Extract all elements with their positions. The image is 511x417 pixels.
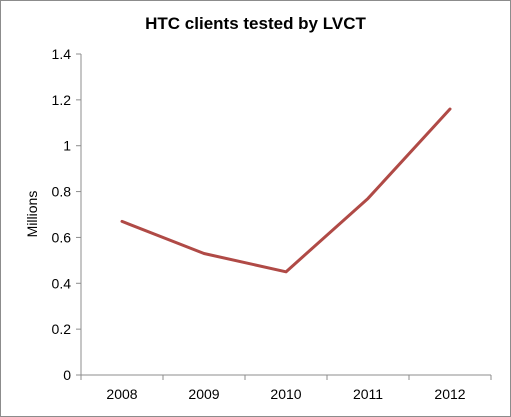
x-tick-label: 2010 <box>270 386 301 402</box>
x-tick-label: 2009 <box>188 386 219 402</box>
y-tick-label: 1.2 <box>52 92 72 108</box>
y-tick-label: 0.8 <box>52 184 72 200</box>
y-tick-label: 0.2 <box>52 321 72 337</box>
x-tick-label: 2008 <box>106 386 137 402</box>
y-tick-label: 1.4 <box>52 46 72 62</box>
series-line <box>120 107 452 274</box>
plot-area: 0 0.2 0.4 0.6 0.8 1 1.2 1.4 2008 2009 2010 2011 201… <box>52 46 492 402</box>
chart-title: HTC clients tested by LVCT <box>145 14 366 33</box>
series-layer <box>120 107 452 274</box>
y-ticks: 0 0.2 0.4 0.6 0.8 1 1.2 1.4 <box>52 46 81 383</box>
x-ticks: 2008 2009 2010 2011 2012 <box>80 375 492 402</box>
y-tick-label: 0.6 <box>52 229 72 245</box>
y-tick-label: 0 <box>63 367 71 383</box>
y-tick-label: 1 <box>63 138 71 154</box>
y-axis-title: Millions <box>24 191 40 238</box>
x-tick-label: 2011 <box>353 386 383 402</box>
x-tick-label: 2012 <box>434 386 465 402</box>
y-tick-label: 0.4 <box>52 275 72 291</box>
